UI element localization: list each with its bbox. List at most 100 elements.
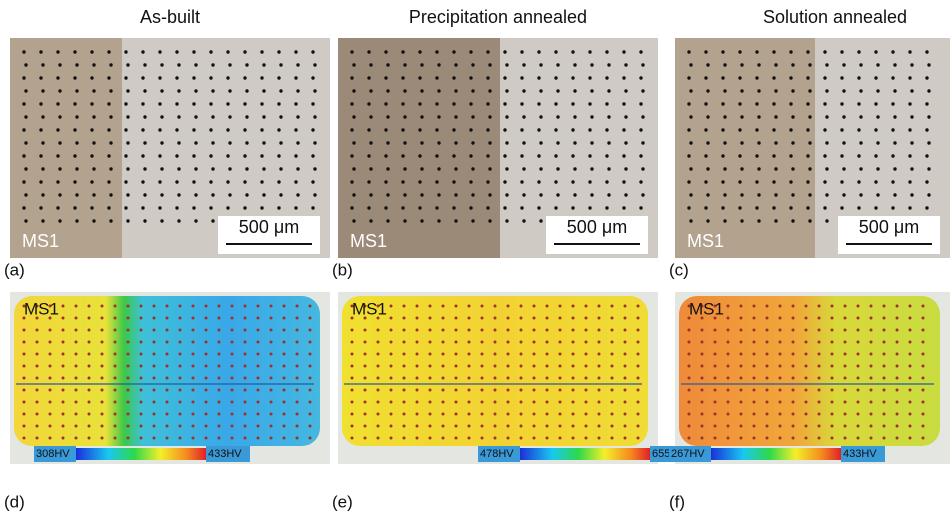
map-indent [740,377,743,380]
map-indent [922,317,925,320]
indent [808,167,811,170]
indent [607,115,610,118]
indent [571,154,574,157]
map-indent [377,389,380,392]
indent [876,115,879,118]
map-indent [805,389,808,392]
indent [420,167,423,170]
indent [435,206,438,209]
indent [687,180,690,183]
map-indent [870,365,873,368]
map-indent [753,413,756,416]
indent [842,167,845,170]
indent [486,50,489,53]
indent [386,63,389,66]
map-indent [244,305,247,308]
map-indent [231,341,234,344]
map-indent [559,425,562,428]
indent [313,63,316,66]
indent [791,115,794,118]
indent [622,128,625,131]
indent [279,115,282,118]
indent [350,128,353,131]
colorbar-max: 433HV [843,448,877,460]
map-indent [257,437,260,440]
map-indent [390,305,393,308]
indent [893,167,896,170]
map-indent [507,425,510,428]
indent [369,115,372,118]
indent [704,180,707,183]
indent [107,180,110,183]
map-indent [364,329,367,332]
map-indent [218,317,221,320]
indent [262,63,265,66]
map-indent [244,353,247,356]
map-indent [140,377,143,380]
map-indent [114,317,117,320]
indent [639,50,642,53]
map-indent [140,317,143,320]
indent [124,154,127,157]
indent [22,50,25,53]
map-indent [296,305,299,308]
indent [791,167,794,170]
map-indent [533,425,536,428]
indent [243,180,246,183]
map-indent [701,401,704,404]
map-indent [857,329,860,332]
indent [367,154,370,157]
indent [260,128,263,131]
indent [92,115,95,118]
indent [893,89,896,92]
map-indent [49,413,52,416]
map-indent [766,317,769,320]
indent [384,50,387,53]
indent [403,89,406,92]
indent [925,128,928,131]
indent [857,102,860,105]
map-indent [62,425,65,428]
map-indent [598,389,601,392]
map-indent [481,317,484,320]
map-indent [779,389,782,392]
map-indent [244,365,247,368]
map-indent [75,341,78,344]
map-indent [688,353,691,356]
map-indent [701,413,704,416]
map-indent [494,389,497,392]
map-indent [922,329,925,332]
indent [539,167,542,170]
indent [573,115,576,118]
map-indent [390,389,393,392]
indent [209,180,212,183]
indent [158,180,161,183]
indent [352,63,355,66]
indent [384,206,387,209]
indent [840,154,843,157]
indent [126,89,129,92]
indent [823,50,826,53]
map-indent [468,305,471,308]
map-indent [533,413,536,416]
map-indent [179,341,182,344]
map-indent [753,389,756,392]
map-indent [296,413,299,416]
indent [503,128,506,131]
indent [738,76,741,79]
indent [420,193,423,196]
indent [228,115,231,118]
map-indent [296,341,299,344]
indent [556,63,559,66]
indent [24,141,27,144]
indent [160,193,163,196]
indent [192,128,195,131]
map-indent [88,305,91,308]
map-indent [792,317,795,320]
map-indent [153,377,156,380]
map-indent [270,329,273,332]
map-indent [572,317,575,320]
indent [126,63,129,66]
indent [420,63,423,66]
map-indent [309,413,312,416]
